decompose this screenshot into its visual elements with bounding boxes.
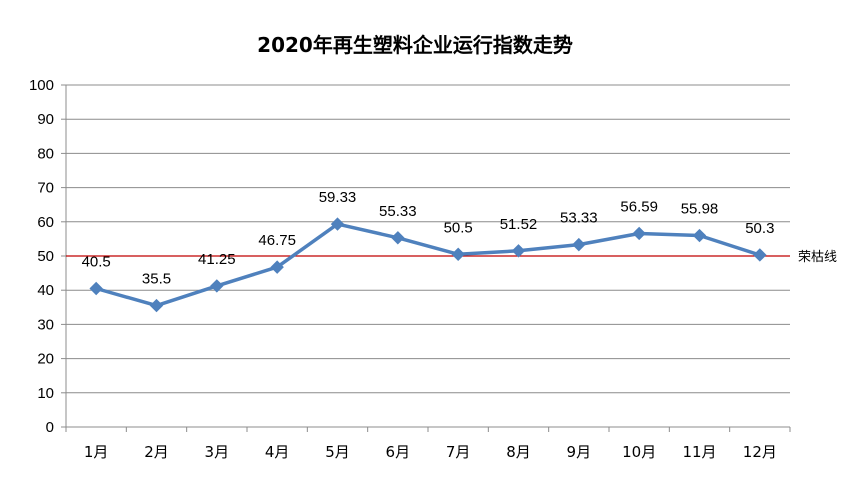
data-label: 53.33 bbox=[560, 210, 598, 227]
series-polyline bbox=[95, 222, 761, 308]
data-point-marker bbox=[451, 247, 465, 261]
data-label: 35.5 bbox=[142, 271, 171, 288]
data-point-marker bbox=[270, 260, 284, 274]
y-tick-label: 20 bbox=[37, 351, 54, 368]
data-label: 56.59 bbox=[620, 198, 658, 215]
x-axis-ticks: 1月 2月 3月 4月 5月 6月 7月 8月 9月 10月 11月 12月 bbox=[65, 427, 791, 461]
x-tick-label: 8月 bbox=[506, 443, 531, 461]
data-label: 46.75 bbox=[258, 232, 296, 249]
y-tick-label: 40 bbox=[37, 282, 54, 299]
data-label: 41.25 bbox=[198, 251, 236, 268]
y-axis-ticks: 0 10 20 30 40 50 60 70 80 90 100 bbox=[29, 77, 66, 436]
x-tick-label: 1月 bbox=[84, 443, 109, 461]
reference-line: 荣枯线 bbox=[66, 250, 837, 265]
data-label: 55.98 bbox=[681, 201, 719, 218]
y-tick-label: 100 bbox=[29, 77, 54, 94]
chart-title: 2020年再生塑料企业运行指数走势 bbox=[257, 33, 573, 57]
data-point-marker bbox=[753, 248, 767, 262]
data-label: 51.52 bbox=[500, 216, 538, 233]
x-tick-label: 2月 bbox=[144, 443, 169, 461]
x-tick-label: 10月 bbox=[622, 443, 656, 461]
y-tick-label: 30 bbox=[37, 316, 54, 333]
x-tick-label: 11月 bbox=[682, 443, 716, 461]
y-tick-label: 80 bbox=[37, 145, 54, 162]
data-label: 59.33 bbox=[319, 189, 357, 206]
data-labels: 40.5 35.5 41.25 46.75 59.33 55.33 50.5 51.52 53.… bbox=[82, 189, 775, 287]
data-point-marker bbox=[330, 217, 345, 231]
y-tick-label: 70 bbox=[37, 180, 54, 197]
data-point-marker bbox=[511, 244, 526, 258]
data-label: 50.3 bbox=[745, 220, 774, 237]
series-markers bbox=[89, 217, 767, 313]
y-tick-label: 90 bbox=[37, 111, 54, 128]
x-tick-label: 4月 bbox=[265, 443, 290, 461]
y-tick-label: 60 bbox=[37, 214, 54, 231]
data-label: 55.33 bbox=[379, 203, 417, 220]
data-point-marker bbox=[89, 281, 103, 296]
x-tick-label: 12月 bbox=[743, 443, 777, 461]
data-point-marker bbox=[632, 226, 646, 241]
gridlines bbox=[66, 84, 790, 394]
x-tick-label: 9月 bbox=[567, 443, 592, 461]
data-point-marker bbox=[391, 231, 405, 245]
x-tick-label: 3月 bbox=[205, 443, 230, 461]
reference-line-label: 荣枯线 bbox=[798, 250, 837, 265]
x-tick-label: 7月 bbox=[446, 443, 471, 461]
series-line bbox=[95, 222, 761, 308]
data-point-marker bbox=[149, 298, 164, 313]
data-point-marker bbox=[572, 237, 586, 252]
data-point-marker bbox=[692, 228, 707, 243]
y-tick-label: 10 bbox=[37, 385, 54, 402]
data-label: 40.5 bbox=[82, 253, 111, 270]
data-label: 50.5 bbox=[444, 219, 473, 236]
data-point-marker bbox=[210, 279, 224, 293]
x-tick-label: 5月 bbox=[325, 443, 350, 461]
y-tick-label: 50 bbox=[37, 248, 54, 265]
y-tick-label: 0 bbox=[46, 419, 54, 436]
x-tick-label: 6月 bbox=[386, 443, 411, 461]
